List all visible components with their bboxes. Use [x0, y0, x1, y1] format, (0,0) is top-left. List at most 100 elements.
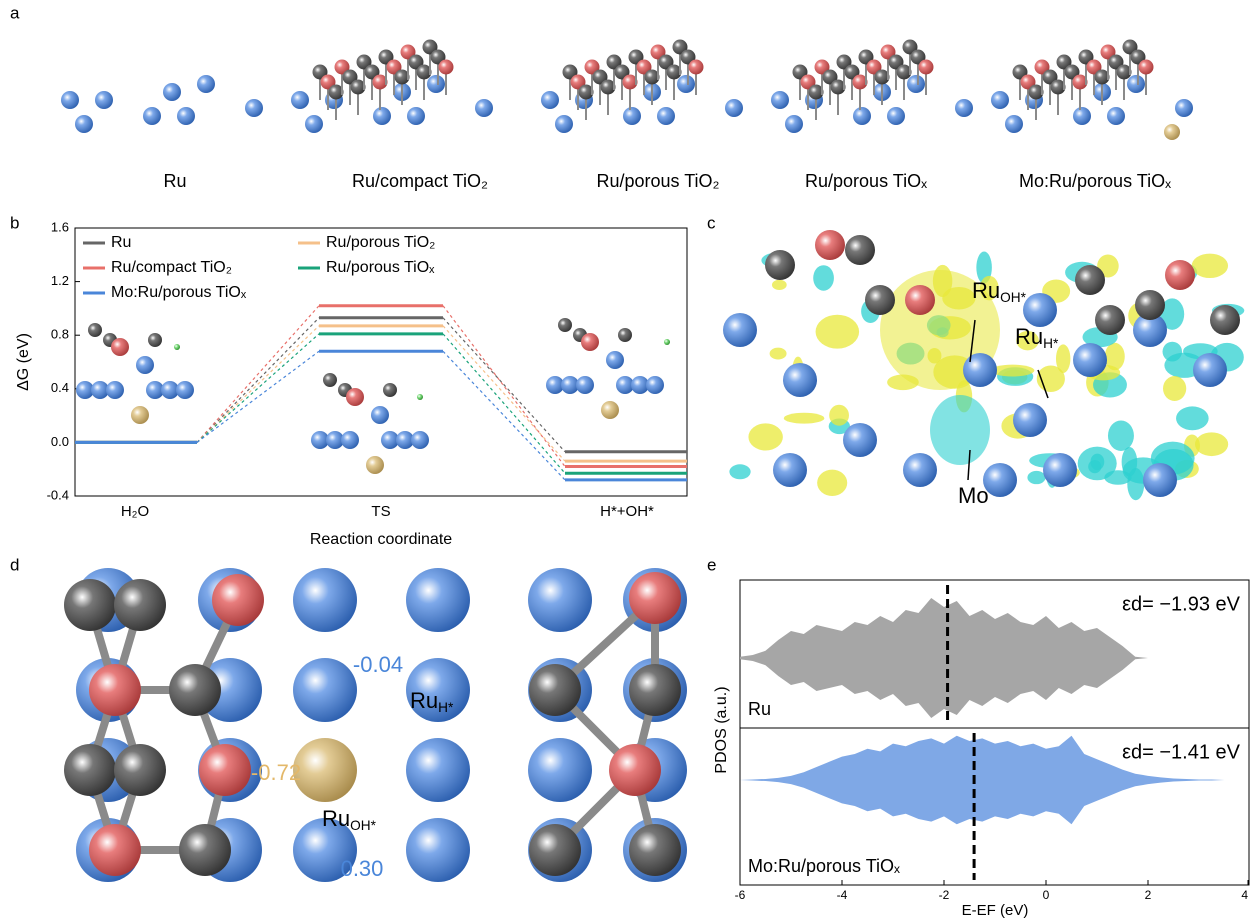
atom [1116, 64, 1132, 80]
isosurface [1162, 341, 1183, 362]
atom [955, 99, 973, 117]
y-tick-label: 0.0 [51, 434, 69, 449]
atom [616, 376, 634, 394]
atom [406, 658, 470, 722]
pdos-area [740, 598, 1250, 658]
x-axis-title: E-EF (eV) [962, 902, 1029, 918]
isosurface [748, 423, 783, 451]
atom [312, 64, 328, 80]
atom [887, 107, 905, 125]
atom [529, 824, 581, 876]
panel-label: d [10, 555, 19, 574]
atom [1165, 260, 1195, 290]
pdos-area [740, 658, 1250, 718]
atom [725, 99, 743, 117]
atom [131, 406, 149, 424]
atom [664, 339, 670, 345]
atom [373, 107, 391, 125]
atom [143, 107, 161, 125]
atom [614, 64, 630, 80]
atom [546, 376, 564, 394]
label-main: Ru [1015, 324, 1043, 349]
panel-label: c [707, 213, 716, 232]
atom [177, 107, 195, 125]
isosurface [1127, 467, 1145, 501]
atom [342, 69, 358, 85]
atom [529, 664, 581, 716]
connector [442, 350, 566, 481]
legend-label: Mo:Ru/porous TiOₓ [111, 284, 247, 301]
atom [771, 91, 789, 109]
atom [305, 115, 323, 133]
atom [293, 658, 357, 722]
atom [844, 64, 860, 80]
isosurface [1077, 446, 1117, 481]
x-tick-label: H₂O [121, 503, 149, 520]
atom [581, 333, 599, 351]
atom [783, 363, 817, 397]
atom [622, 74, 638, 90]
atom [341, 431, 359, 449]
atom [785, 115, 803, 133]
atom [910, 49, 926, 65]
y-tick-label: 0.8 [51, 327, 69, 342]
connector [442, 305, 566, 467]
pointer [967, 449, 971, 481]
isosurface [729, 464, 751, 480]
atom [148, 333, 162, 347]
atom [629, 664, 681, 716]
atom [394, 69, 410, 85]
atom [291, 91, 309, 109]
pointer [1037, 369, 1049, 399]
atom [1072, 74, 1088, 90]
atom [814, 59, 830, 75]
atom [88, 323, 102, 337]
isosurface [769, 347, 787, 360]
plot-frame [739, 727, 1250, 886]
atom [475, 99, 493, 117]
atom [629, 572, 681, 624]
atom [905, 285, 935, 315]
atom [411, 431, 429, 449]
atom [830, 79, 846, 95]
atom [866, 59, 882, 75]
atom [1130, 49, 1146, 65]
panel-label: e [707, 555, 716, 574]
atom [438, 59, 454, 75]
atom [600, 79, 616, 95]
atom [89, 664, 141, 716]
d-band-label: εd= −1.93 eV [1122, 593, 1241, 615]
atom [658, 54, 674, 70]
series-label: Mo:Ru/porous TiOₓ [748, 856, 900, 876]
atom [845, 235, 875, 265]
atom [903, 453, 937, 487]
legend-label: Ru/porous TiO₂ [326, 234, 435, 251]
legend-label: Ru [111, 234, 131, 251]
structure-label: Mo:Ru/porous TiOₓ [1019, 171, 1171, 191]
atom [1064, 64, 1080, 80]
y-tick-label: 1.6 [51, 219, 69, 234]
atom [179, 824, 231, 876]
atom [983, 463, 1017, 497]
atom [400, 44, 416, 60]
connector [196, 305, 320, 443]
atom [1050, 79, 1066, 95]
atom [880, 44, 896, 60]
atom [1075, 265, 1105, 295]
atom [406, 568, 470, 632]
legend-label: Ru/compact TiO₂ [111, 259, 232, 276]
atom-label: RuOH* [322, 806, 377, 833]
atom [396, 431, 414, 449]
connector [442, 317, 566, 453]
atom [1005, 115, 1023, 133]
label-main: Mo [958, 483, 989, 508]
atom [1108, 54, 1124, 70]
atom [1034, 59, 1050, 75]
atom [963, 353, 997, 387]
atom [326, 431, 344, 449]
atom [106, 381, 124, 399]
atom [688, 59, 704, 75]
atom [1043, 453, 1077, 487]
atom [609, 744, 661, 796]
